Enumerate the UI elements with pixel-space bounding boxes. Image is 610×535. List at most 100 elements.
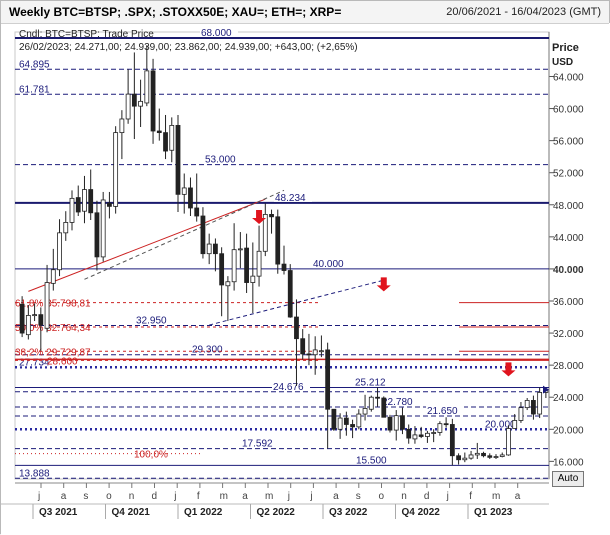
candle-up [25,315,31,336]
month-label: s [83,491,88,502]
candle-up [368,396,374,410]
level-label: 27.734 [19,357,50,368]
level-label: 15.500 [356,455,387,466]
month-label: m [265,491,273,502]
trendline-upper-dashed [84,189,285,280]
candle-down [281,263,287,271]
candle-up [57,232,62,271]
level-label-bg [18,58,56,69]
quarter-label: Q4 2021 [112,507,151,518]
fib-label: 28.600 [47,356,78,367]
level-label-bg [18,83,56,94]
level-label: 25.212 [355,377,386,388]
level-label-bg [381,395,419,406]
level-label-bg [354,376,392,387]
candle-up [100,199,106,258]
level-label: 32.950 [136,315,167,326]
candle-up [493,456,499,458]
candle-down [219,253,225,286]
candle-down [331,408,337,430]
down-arrow-marker [376,277,391,292]
price-axis-title: Price [552,42,579,54]
candle-down [88,189,94,214]
candle-down [175,124,181,195]
y-tick-label: 28.000 [553,361,584,372]
month-label: j [37,491,40,502]
candle-up [237,248,243,251]
level-label: 40.000 [313,259,344,270]
month-label: f [197,491,200,502]
candle-up [125,93,131,120]
candle-down [150,70,156,132]
candle-up [468,454,474,459]
level-label-bg [272,380,310,391]
level-label-bg [312,257,350,268]
month-label: s [356,491,361,502]
level-label-bg [426,405,464,416]
candle-up [250,275,256,283]
level-label: 29.300 [192,345,223,356]
level-label-bg [241,437,279,448]
month-label: n [129,491,135,502]
y-tick-label: 60.000 [553,105,584,116]
candle-up [512,420,518,429]
level-label-bg [18,467,56,478]
month-label: m [220,491,228,502]
candle-down [375,396,380,399]
y-tick-label: 32.000 [553,329,584,340]
candle-down [300,338,306,355]
level-label: 48.234 [275,193,306,204]
candle-down [269,213,274,218]
month-label: n [401,491,407,502]
month-label: a [515,491,521,502]
candle-up [462,457,468,461]
level-label-bg [18,356,56,367]
candle-up [206,243,212,255]
candle-up [138,100,143,107]
level-label-bg [274,191,312,202]
candle-up [356,413,362,428]
candle-down [449,424,455,457]
candle-down [325,349,331,410]
fib-label: 50,0% 32.764,34 [15,323,91,334]
candle-down [75,197,81,213]
candle-up [431,432,437,434]
quarter-label: Q3 2022 [329,507,368,518]
quarter-label: Q2 2022 [257,507,296,518]
title-bar: Weekly BTC=BTSP; .SPX; .STOXX50E; XAU=; … [1,1,609,24]
candle-down [400,415,405,430]
y-tick-label: 64.000 [553,72,584,83]
candle-up [69,197,75,223]
candle-up [506,428,511,456]
candle-up [393,415,399,431]
trendline-lower-dashed [209,279,384,326]
legend-ohlc: 26/02/2023; 24.271,00; 24.939,00; 23.862… [19,42,358,53]
level-label: 53.000 [205,155,236,166]
auto-scale-button[interactable]: Auto [552,471,584,487]
candle-down [481,452,486,457]
candle-down [38,314,44,326]
y-tick-label: 16.000 [553,457,584,468]
candle-up [312,349,318,356]
legend-instrument: Cndl; BTC=BTSP; Trade Price [19,29,154,40]
down-arrow-marker [252,210,267,225]
candle-up [262,213,268,252]
y-tick-label: 20.000 [553,425,584,436]
month-label: a [61,491,67,502]
month-label: f [469,491,472,502]
level-label: 68.000 [201,28,232,39]
month-label: a [242,491,248,502]
candle-up [144,70,150,104]
level-label-bg [204,153,242,164]
candle-up [119,118,125,134]
month-label: a [333,491,339,502]
candle-down [406,428,412,439]
candle-down [156,130,162,134]
candle-up [50,269,56,284]
level-label-bg [191,343,229,354]
candle-down [131,93,137,107]
y-tick-label: 56.000 [553,137,584,148]
level-label-bg [484,418,522,429]
